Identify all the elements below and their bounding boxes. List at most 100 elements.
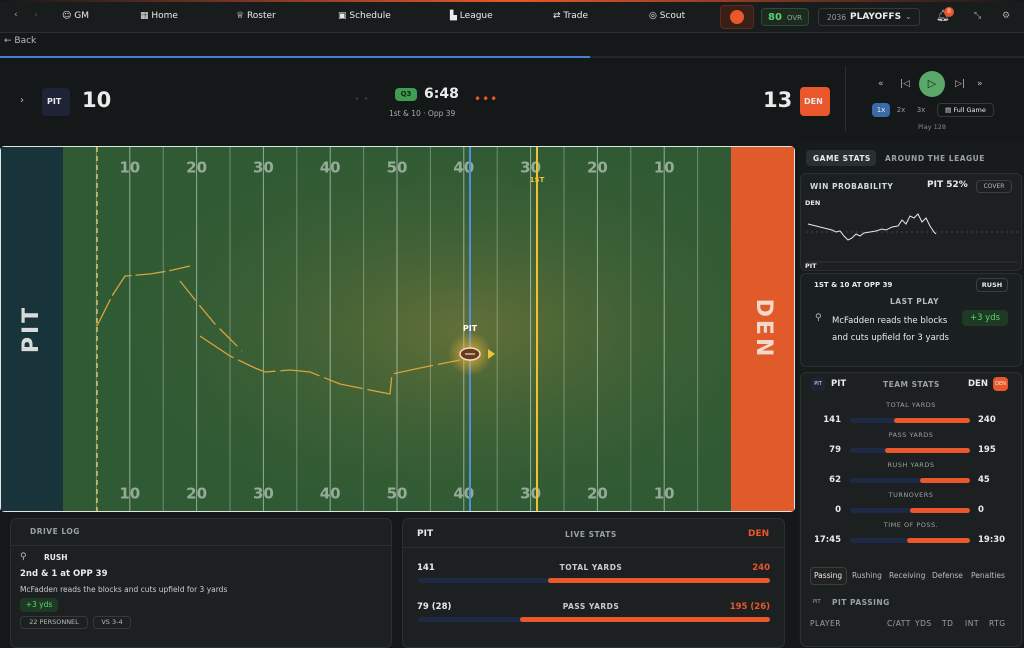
away-value: 240: [752, 563, 770, 573]
quarter: Q3: [400, 90, 412, 98]
away-badge: DEN: [800, 87, 830, 116]
home-value: 62: [829, 475, 841, 485]
direction-arrow: [488, 349, 495, 359]
nav-bar: [0, 0, 1024, 33]
expand-arrow[interactable]: ›: [20, 95, 24, 106]
nav-trade[interactable]: ⇄ Trade: [553, 11, 589, 21]
gain: +3 yds: [25, 600, 53, 609]
stat-tab[interactable]: Passing: [814, 571, 843, 580]
season-select[interactable]: 2036 PLAYOFFS ⌄: [818, 8, 920, 26]
nav-schedule[interactable]: ▣ Schedule: [338, 11, 391, 21]
passing-logo: PIT: [813, 599, 821, 605]
yard-number: 20: [587, 485, 608, 503]
home-value: 141: [823, 415, 841, 425]
gain-badge: +3 yds: [962, 310, 1008, 326]
nav-label: League: [459, 11, 493, 21]
back-link[interactable]: ← Back: [4, 36, 37, 46]
first-down-label: 1ST: [530, 176, 545, 184]
yard-number: 50: [387, 485, 408, 503]
stat-tab[interactable]: Defense: [932, 571, 963, 580]
left-endzone-label: PIT: [19, 305, 44, 353]
team-logo: [730, 10, 744, 24]
home-abbr: PIT: [831, 379, 847, 389]
yard-number: 20: [186, 159, 207, 177]
notification-badge: 8: [944, 7, 954, 17]
cover-btn[interactable]: COVER: [976, 180, 1012, 193]
nav-scout[interactable]: ◎ Scout: [649, 11, 686, 21]
settings-icon[interactable]: ⚙: [1002, 11, 1011, 21]
route-path: [96, 265, 191, 327]
last-play-heading: LAST PLAY: [890, 297, 940, 306]
live-stats-card: [402, 518, 785, 648]
stat-label: TIME OF POSS.: [883, 521, 939, 529]
quarter-badge: Q3: [395, 88, 417, 101]
yard-number: 30: [253, 159, 274, 177]
prev-btn[interactable]: |◁: [900, 79, 910, 89]
stat-tab-active[interactable]: [810, 567, 847, 585]
win-prob-title: WIN PROBABILITY: [810, 182, 894, 191]
stat-bar: [850, 448, 970, 453]
nav-back-arrow[interactable]: ‹: [14, 10, 18, 20]
nav-forward-arrow[interactable]: ›: [34, 10, 38, 20]
nav-league[interactable]: ▙ League: [450, 11, 493, 21]
full-game-btn[interactable]: ▤ Full Game: [937, 103, 994, 117]
yard-number: 40: [320, 485, 341, 503]
team-badge[interactable]: [720, 5, 754, 29]
forward-btn[interactable]: »: [977, 79, 983, 89]
live-dots: •••: [474, 92, 499, 106]
yard-number: 30: [520, 159, 541, 177]
stat-tab[interactable]: Penalties: [971, 571, 1005, 580]
tag-label: 22 PERSONNEL: [29, 618, 79, 626]
stat-bar: [418, 578, 770, 583]
stat-tab[interactable]: Receiving: [889, 571, 926, 580]
away-value: 0: [978, 505, 984, 515]
speed-1x[interactable]: 1x: [872, 103, 890, 117]
home-abbr: PIT: [417, 529, 434, 539]
wp-top-team: DEN: [805, 199, 821, 207]
next-btn[interactable]: ▷|: [955, 79, 965, 89]
nav-label: Trade: [563, 11, 589, 21]
away-logo: DEN: [993, 377, 1008, 391]
tab-active[interactable]: [806, 150, 876, 166]
home-value: 79: [829, 445, 841, 455]
yard-number: 40: [453, 485, 474, 503]
away-share: [548, 578, 770, 583]
speed-3x[interactable]: 3x: [912, 103, 930, 117]
yard-number: 40: [453, 159, 474, 177]
play-type: RUSH: [976, 278, 1008, 292]
nav-gm[interactable]: ☺ GM: [62, 11, 89, 21]
tab-label[interactable]: AROUND THE LEAGUE: [885, 154, 985, 163]
play-btn[interactable]: ▷: [919, 71, 945, 97]
tab-label[interactable]: GAME STATS: [813, 154, 871, 163]
home-abbr: PIT: [47, 97, 62, 106]
tag: 22 PERSONNEL: [20, 616, 88, 629]
divider: [402, 547, 785, 548]
speed-2x[interactable]: 2x: [892, 103, 910, 117]
away-abbr: DEN: [748, 529, 770, 539]
passing-title: PIT PASSING: [832, 598, 890, 607]
divider: [845, 66, 846, 132]
dots: • •: [354, 94, 369, 105]
down-distance: 1st & 10 · Opp 39: [389, 109, 456, 118]
away-value: 195: [978, 445, 996, 455]
column-header: PLAYER: [810, 619, 841, 628]
collapse-icon[interactable]: ⤡: [974, 11, 982, 21]
nav-home[interactable]: ▦ Home: [140, 11, 178, 21]
notification-count: 8: [947, 8, 951, 15]
win-prob-card: [800, 173, 1022, 271]
rewind-btn[interactable]: «: [878, 79, 884, 89]
away-share: [919, 478, 970, 483]
yard-number: 10: [654, 159, 675, 177]
stat-label: PASS YARDS: [888, 431, 934, 439]
yard-number: 10: [654, 485, 675, 503]
stat-tab[interactable]: Rushing: [852, 571, 882, 580]
nav-roster[interactable]: ♕ Roster: [236, 11, 276, 21]
play-icon: ⚲: [815, 313, 822, 323]
yard-number: 20: [587, 159, 608, 177]
away-score: 13: [763, 88, 793, 112]
gm-label: GM: [74, 11, 89, 21]
stat-label: TURNOVERS: [888, 491, 934, 499]
entry-type: RUSH: [44, 553, 68, 562]
entry-gain: +3 yds: [20, 598, 58, 612]
